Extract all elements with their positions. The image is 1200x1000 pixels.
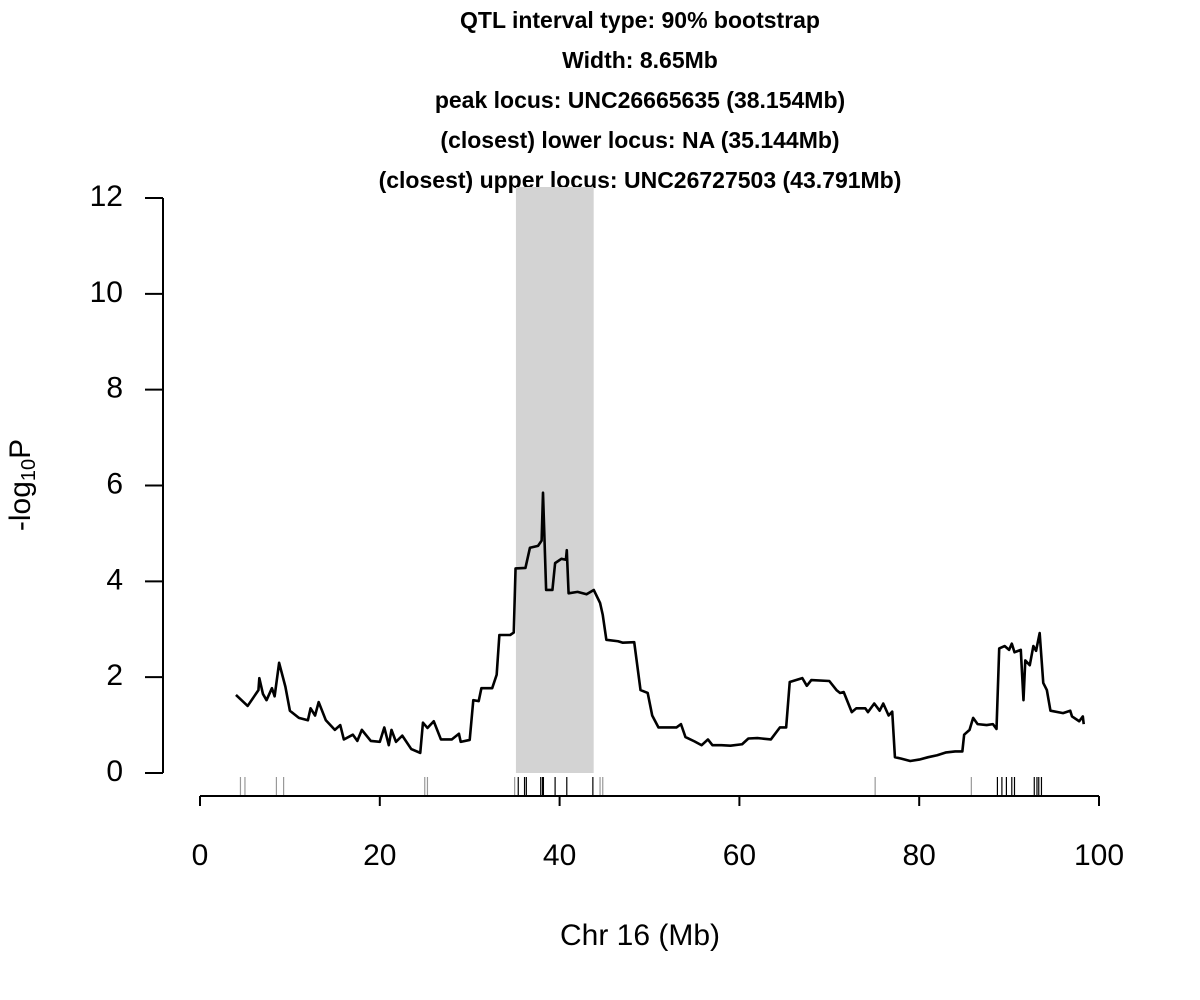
y-tick-label: 2 (106, 659, 123, 692)
y-tick-label: 0 (106, 755, 123, 788)
y-tick-label: 6 (106, 467, 123, 500)
y-axis-label: -log10P (4, 439, 40, 531)
y-tick-label: 4 (106, 563, 123, 596)
x-tick-label: 100 (1074, 839, 1124, 872)
interval-band (515, 187, 594, 773)
y-label-subscript: 10 (18, 459, 40, 481)
chart-title: (closest) lower locus: NA (35.144Mb) (440, 127, 839, 153)
chart-title: QTL interval type: 90% bootstrap (460, 7, 820, 33)
y-tick-label: 10 (90, 276, 123, 309)
x-tick-label: 0 (192, 839, 209, 872)
y-tick-label: 8 (106, 372, 123, 405)
lod-curve (235, 491, 1086, 763)
y-label-text: -log (4, 481, 37, 531)
x-tick-label: 20 (363, 839, 396, 872)
chart-title: (closest) upper locus: UNC26727503 (43.7… (379, 167, 902, 193)
x-tick-label: 40 (543, 839, 576, 872)
y-label-after: P (4, 439, 37, 459)
chart-title: Width: 8.65Mb (562, 47, 718, 73)
chart-title: peak locus: UNC26665635 (38.154Mb) (435, 87, 845, 113)
x-tick-label: 80 (903, 839, 936, 872)
x-axis-label: Chr 16 (Mb) (560, 919, 720, 952)
x-tick-label: 60 (723, 839, 756, 872)
y-tick-label: 12 (90, 180, 123, 213)
